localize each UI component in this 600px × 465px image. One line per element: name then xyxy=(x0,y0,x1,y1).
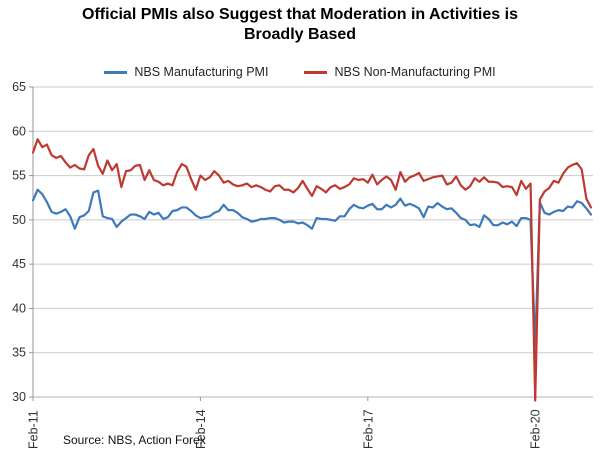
svg-text:55: 55 xyxy=(12,169,26,183)
legend-item-non-manufacturing: NBS Non-Manufacturing PMI xyxy=(304,65,496,79)
legend-item-manufacturing: NBS Manufacturing PMI xyxy=(104,65,268,79)
svg-text:45: 45 xyxy=(12,257,26,271)
svg-text:Feb-11: Feb-11 xyxy=(27,410,41,449)
manufacturing-line-swatch xyxy=(104,70,128,74)
svg-text:60: 60 xyxy=(12,124,26,138)
svg-text:30: 30 xyxy=(12,390,26,404)
legend-label-non-manufacturing: NBS Non-Manufacturing PMI xyxy=(334,65,496,79)
svg-text:40: 40 xyxy=(12,301,26,315)
svg-text:Feb-20: Feb-20 xyxy=(529,409,543,449)
chart-title-text: Official PMIs also Suggest that Moderati… xyxy=(82,6,518,43)
svg-text:65: 65 xyxy=(12,80,26,94)
svg-text:Feb-14: Feb-14 xyxy=(194,409,208,449)
svg-text:Feb-17: Feb-17 xyxy=(361,409,375,449)
source-note: Source: NBS, Action Forex xyxy=(63,433,206,447)
legend-label-manufacturing: NBS Manufacturing PMI xyxy=(134,65,269,79)
svg-text:35: 35 xyxy=(12,346,26,360)
non-manufacturing-line-swatch xyxy=(304,70,328,74)
chart-legend: NBS Manufacturing PMI NBS Non-Manufactur… xyxy=(0,65,600,79)
svg-text:50: 50 xyxy=(12,213,26,227)
chart-title: Official PMIs also Suggest that Moderati… xyxy=(0,5,600,45)
